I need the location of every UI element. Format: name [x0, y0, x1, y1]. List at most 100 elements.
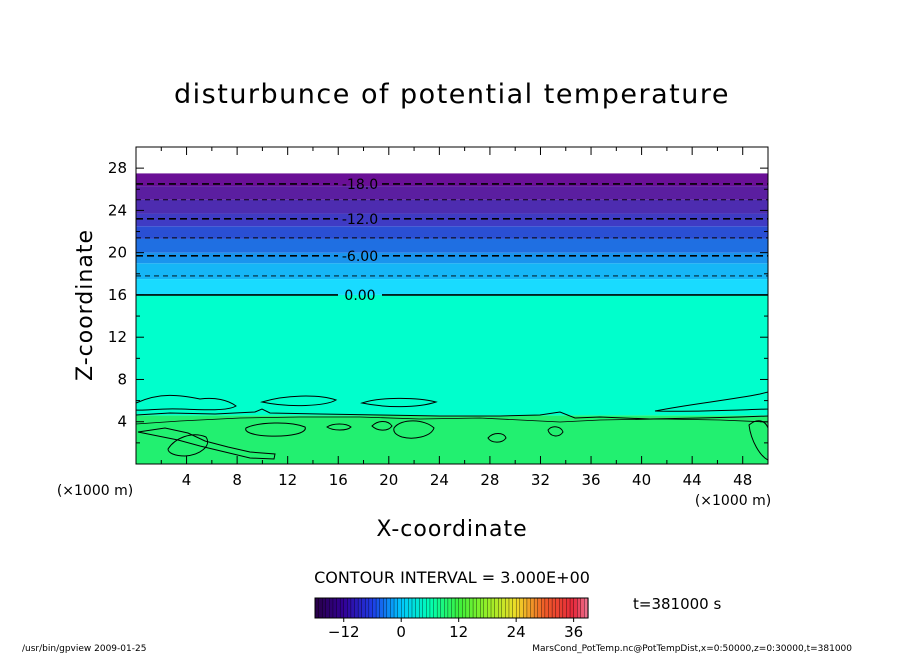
colorbar-cell — [429, 597, 435, 619]
colorbar — [314, 597, 589, 619]
colorbar-cell — [444, 597, 449, 619]
colorbar-tick-label: −12 — [328, 623, 360, 641]
color-band — [136, 199, 768, 214]
colorbar-cell — [544, 597, 550, 619]
colorbar-cell — [573, 597, 578, 619]
color-band — [136, 213, 768, 227]
colorbar-cell — [343, 597, 348, 619]
contour-band — [360, 397, 438, 408]
colorbar-cell — [329, 597, 334, 619]
colorbar-cell — [515, 597, 521, 619]
colorbar-cell — [472, 597, 478, 619]
contour-band — [136, 394, 237, 411]
colorbar-cell — [415, 597, 420, 619]
x-tick-label: 20 — [379, 471, 398, 489]
x-axis: 4 8 12 16 20 24 28 32 36 40 44 48 — [160, 147, 752, 489]
time-label: t=381000 s — [633, 595, 721, 613]
colorbar-tick-label: 24 — [507, 623, 526, 641]
colorbar-cell — [523, 597, 528, 619]
colorbar-cell — [487, 597, 492, 619]
colorbar-cell — [372, 597, 377, 619]
contour-label: -18.0 — [342, 177, 378, 193]
y-tick-label: 24 — [108, 201, 127, 219]
colorbar-cell — [357, 597, 363, 619]
colorbar-cell — [498, 597, 503, 619]
colorbar-cell — [325, 597, 330, 619]
colorbar-cell — [365, 597, 370, 619]
lower-contour-features — [136, 391, 768, 461]
contour-lines: 0.00 -6.00 -12.0 -18.0 — [136, 177, 768, 304]
colorbar-cell — [339, 597, 345, 619]
colorbar-cell — [458, 597, 463, 619]
colorbar-cell — [480, 597, 485, 619]
color-band — [136, 415, 768, 464]
colorbar-cell — [314, 597, 320, 619]
colorbar-cell — [555, 597, 560, 619]
colorbar-cell — [548, 597, 553, 619]
colorbar-cell — [454, 597, 460, 619]
y-tick-label: 4 — [117, 413, 127, 431]
footer-right: MarsCond_PotTemp.nc@PotTempDist,x=0:5000… — [532, 644, 852, 654]
contour-blob — [487, 433, 507, 443]
contour-blob — [137, 427, 276, 460]
colorbar-cell — [347, 597, 352, 619]
y-tick-label: 16 — [108, 286, 127, 304]
colorbar-tick-label: 36 — [564, 623, 583, 641]
colorbar-cell — [322, 597, 327, 619]
colorbar-cell — [354, 597, 359, 619]
colorbar-cell — [386, 597, 392, 619]
x-tick-label: 36 — [581, 471, 600, 489]
colorbar-cell — [393, 597, 399, 619]
x-tick-label: 12 — [278, 471, 297, 489]
color-band — [136, 279, 768, 295]
colorbar-cell — [526, 597, 532, 619]
colorbar-cell — [533, 597, 539, 619]
colorbar-cell — [462, 597, 467, 619]
colorbar-cell — [577, 597, 582, 619]
contour-label: 0.00 — [344, 288, 375, 304]
colorbar-cell — [401, 597, 406, 619]
colorbar-cell — [476, 597, 481, 619]
colorbar-cell — [541, 597, 546, 619]
colorbar-frame — [314, 597, 589, 619]
colorbar-cell — [447, 597, 453, 619]
contour-blob — [393, 420, 435, 439]
contour-blob — [371, 421, 393, 431]
contour-blob — [748, 420, 768, 461]
y-tick-label: 28 — [108, 159, 127, 177]
colorbar-cell — [559, 597, 564, 619]
colorbar-cell — [440, 597, 445, 619]
colorbar-cell — [411, 597, 417, 619]
x-tick-label: 4 — [182, 471, 192, 489]
color-band — [136, 173, 768, 187]
color-band — [136, 294, 768, 416]
colorbar-cell — [426, 597, 431, 619]
contour-blob — [167, 434, 208, 457]
y-tick-label: 20 — [108, 244, 127, 262]
contour-label: -6.00 — [342, 249, 378, 265]
colorbar-ticks: −12 0 12 24 36 — [328, 618, 583, 641]
colorbar-cell — [383, 597, 388, 619]
color-bands — [136, 173, 768, 464]
colorbar-tick-label: 12 — [449, 623, 468, 641]
y-tick-label: 12 — [108, 328, 127, 346]
colorbar-cell — [436, 597, 442, 619]
color-band — [136, 186, 768, 200]
x-tick-label: 48 — [733, 471, 752, 489]
color-band — [136, 238, 768, 253]
colorbar-cell — [397, 597, 402, 619]
colorbar-cell — [318, 597, 323, 619]
contour-wave — [136, 416, 768, 425]
y-tick-label: 8 — [117, 370, 127, 388]
y-axis: 4 8 12 16 20 24 28 — [108, 159, 768, 444]
colorbar-cell — [375, 597, 381, 619]
colorbar-cell — [379, 597, 384, 619]
x-axis-title: X-coordinate — [376, 517, 527, 542]
colorbar-cell — [494, 597, 499, 619]
colorbar-cell — [490, 597, 496, 619]
colorbar-cell — [404, 597, 409, 619]
colorbar-cell — [368, 597, 374, 619]
plot-area: 0.00 -6.00 -12.0 -18.0 — [136, 173, 768, 464]
colorbar-cell — [483, 597, 488, 619]
